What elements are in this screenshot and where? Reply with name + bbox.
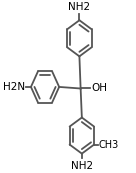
Text: H2N: H2N <box>3 82 25 92</box>
Text: NH2: NH2 <box>71 161 93 171</box>
Text: OH: OH <box>91 84 107 93</box>
Text: NH2: NH2 <box>68 2 90 12</box>
Text: CH3: CH3 <box>98 140 119 150</box>
